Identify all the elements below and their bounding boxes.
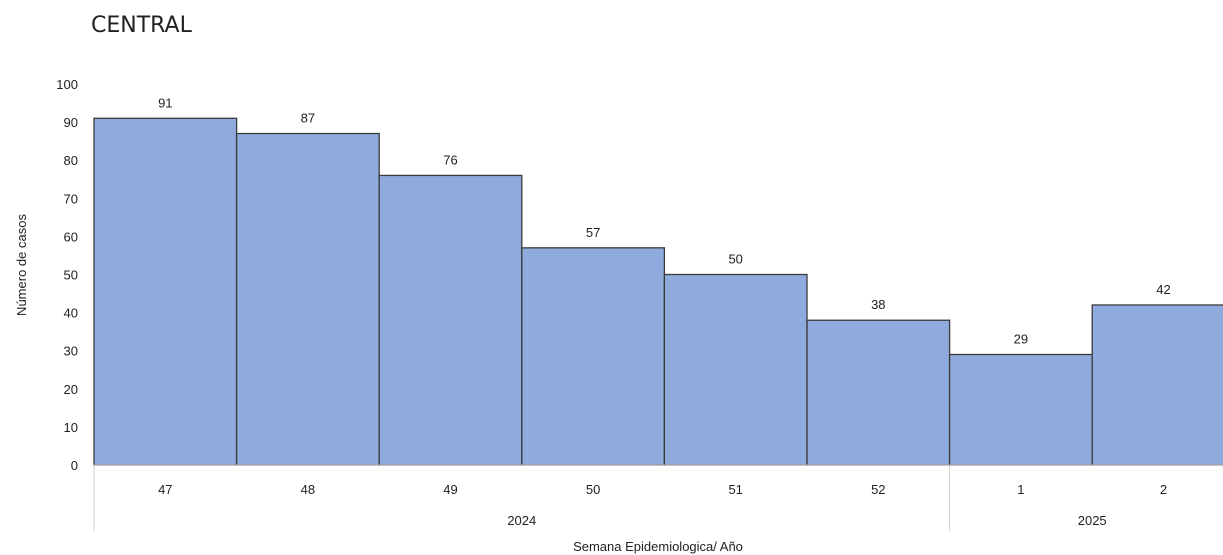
x-group-label: 2024 xyxy=(507,513,536,528)
x-group-label: 2025 xyxy=(1078,513,1107,528)
chart-title: CENTRAL xyxy=(91,13,193,38)
x-axis-label: Semana Epidemiologica/ Año xyxy=(573,539,743,554)
bar xyxy=(378,174,523,466)
x-tick-label: 51 xyxy=(728,482,742,497)
x-tick-label: 1 xyxy=(1017,482,1024,497)
x-tick-label: 49 xyxy=(443,482,457,497)
y-tick-label: 100 xyxy=(56,77,78,92)
x-tick-label: 48 xyxy=(301,482,315,497)
y-tick-label: 30 xyxy=(64,344,78,359)
y-axis-label: Número de casos xyxy=(14,214,29,316)
data-label: 42 xyxy=(1156,282,1170,297)
y-tick-label: 40 xyxy=(64,306,78,321)
y-tick-label: 70 xyxy=(64,191,78,206)
data-label: 29 xyxy=(1014,332,1028,347)
bar xyxy=(521,247,666,466)
data-label: 38 xyxy=(871,297,885,312)
y-tick-label: 60 xyxy=(64,229,78,244)
data-label: 76 xyxy=(443,152,457,167)
x-tick-label: 2 xyxy=(1160,482,1167,497)
data-label: 57 xyxy=(586,225,600,240)
y-tick-label: 0 xyxy=(71,458,78,473)
bar xyxy=(1091,304,1223,466)
x-axis: 47 48 49 50 51 52 1 2 2024 2025 xyxy=(93,464,1223,531)
y-axis: 0 10 20 30 40 50 60 70 80 90 100 xyxy=(56,77,78,473)
y-tick-label: 20 xyxy=(64,382,78,397)
y-tick-label: 80 xyxy=(64,153,78,168)
bar xyxy=(948,353,1093,466)
x-tick-label: 52 xyxy=(871,482,885,497)
bar-series: 91 87 76 57 50 38 29 42 xyxy=(93,95,1223,466)
data-label: 87 xyxy=(301,111,315,126)
bar xyxy=(806,319,951,466)
data-label: 91 xyxy=(158,95,172,110)
bar xyxy=(235,132,380,466)
data-label: 50 xyxy=(728,252,742,267)
y-tick-label: 50 xyxy=(64,268,78,283)
bar xyxy=(663,273,808,466)
bar xyxy=(93,117,238,466)
y-tick-label: 10 xyxy=(64,420,78,435)
x-tick-label: 47 xyxy=(158,482,172,497)
x-tick-label: 50 xyxy=(586,482,600,497)
y-tick-label: 90 xyxy=(64,115,78,130)
